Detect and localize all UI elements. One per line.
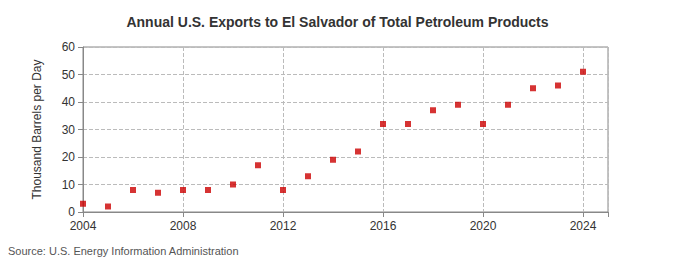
svg-text:Source: U.S. Energy Informatio: Source: U.S. Energy Information Administ…: [8, 245, 239, 257]
svg-text:50: 50: [62, 68, 76, 82]
svg-text:Annual U.S. Exports to El Salv: Annual U.S. Exports to El Salvador of To…: [126, 14, 548, 30]
svg-text:2012: 2012: [270, 219, 297, 233]
svg-text:2016: 2016: [370, 219, 397, 233]
svg-text:0: 0: [68, 205, 75, 219]
svg-text:30: 30: [62, 123, 76, 137]
svg-text:2024: 2024: [570, 219, 597, 233]
svg-text:10: 10: [62, 178, 76, 192]
svg-text:Thousand Barrels per Day: Thousand Barrels per Day: [30, 59, 44, 199]
svg-text:2004: 2004: [70, 219, 97, 233]
svg-text:20: 20: [62, 150, 76, 164]
svg-text:60: 60: [62, 40, 76, 54]
svg-text:2020: 2020: [470, 219, 497, 233]
svg-text:2008: 2008: [170, 219, 197, 233]
svg-text:40: 40: [62, 95, 76, 109]
